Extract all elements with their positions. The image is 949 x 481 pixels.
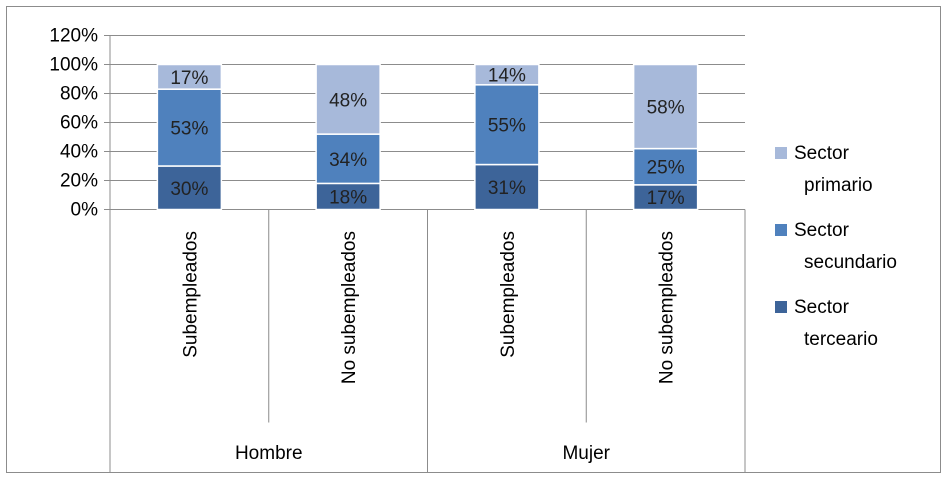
bar-segment — [156, 63, 223, 90]
data-label: 58% — [647, 98, 685, 119]
legend-label: Sector — [794, 220, 850, 241]
bar-segment — [156, 165, 223, 211]
data-label: 55% — [488, 116, 526, 137]
bar-segment — [315, 182, 381, 211]
bar-segment — [632, 184, 699, 211]
legend-label: Sector — [794, 143, 850, 164]
data-label: 53% — [170, 119, 208, 140]
y-tick-label: 40% — [60, 142, 98, 163]
y-tick-label: 0% — [71, 200, 99, 221]
bar-segment — [156, 88, 223, 167]
y-tick-label: 20% — [60, 171, 98, 192]
legend-swatch — [775, 224, 787, 236]
y-tick-label: 60% — [60, 113, 98, 134]
bar-segment — [474, 63, 540, 86]
bar-segment — [632, 63, 699, 150]
legend-label: primario — [804, 175, 873, 196]
bar-segment — [315, 63, 381, 135]
category-label: Subempleados — [498, 231, 519, 358]
bar-segment — [474, 163, 540, 211]
group-label: Mujer — [562, 443, 610, 464]
bar-segment — [474, 84, 540, 166]
data-label: 30% — [170, 179, 208, 200]
bar-segment — [632, 147, 699, 186]
category-label: No subempleados — [657, 231, 678, 384]
legend-label: terceario — [804, 329, 878, 350]
y-tick-label: 120% — [49, 26, 98, 47]
legend-swatch — [775, 301, 787, 313]
y-tick-label: 80% — [60, 84, 98, 105]
y-tick-label: 100% — [49, 55, 98, 76]
legend-label: Sector — [794, 297, 850, 318]
data-label: 18% — [329, 187, 367, 208]
category-label: No subempleados — [339, 231, 360, 384]
legend-swatch — [775, 147, 787, 159]
stacked-bar-chart: 0% 20% 40% 60% 80% 100% 120% 30% 53% 17% Subemplea… — [49, 26, 897, 473]
data-label: 17% — [170, 68, 208, 89]
category-label: Subempleados — [180, 231, 201, 358]
group-label: Hombre — [235, 443, 303, 464]
data-label: 31% — [488, 178, 526, 199]
data-label: 14% — [488, 66, 526, 87]
chart-frame: 0% 20% 40% 60% 80% 100% 120% 30% 53% 17% Subemplea… — [6, 6, 941, 473]
legend-label: secundario — [804, 252, 897, 273]
data-label: 34% — [329, 150, 367, 171]
data-label: 25% — [647, 158, 685, 179]
bar-segment — [315, 133, 381, 185]
data-label: 17% — [647, 188, 685, 209]
data-label: 48% — [329, 90, 367, 111]
